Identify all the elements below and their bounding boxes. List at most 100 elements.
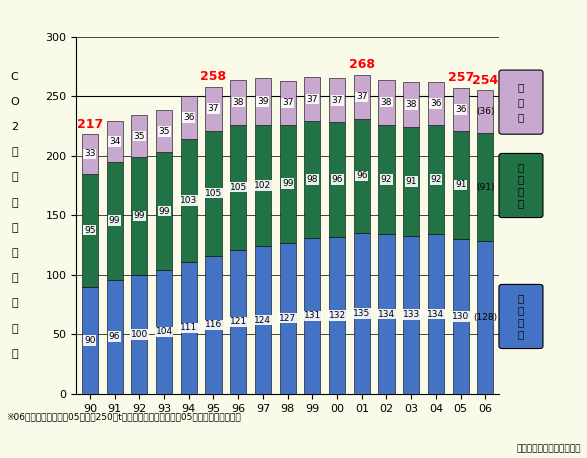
Text: 38: 38 <box>232 98 244 107</box>
Text: 102: 102 <box>254 181 271 190</box>
Bar <box>379 234 394 394</box>
Text: ）: ） <box>11 349 18 359</box>
Bar <box>329 78 345 122</box>
Text: 124: 124 <box>254 316 271 325</box>
Text: ト: ト <box>11 299 18 308</box>
Text: 268: 268 <box>349 58 375 71</box>
Text: 133: 133 <box>403 310 420 319</box>
Bar <box>131 275 147 394</box>
Text: 254: 254 <box>472 74 498 87</box>
Text: 100: 100 <box>131 330 148 339</box>
Text: 134: 134 <box>378 310 395 319</box>
Text: (128): (128) <box>473 313 497 322</box>
Text: 他: 他 <box>518 112 524 122</box>
Text: 37: 37 <box>208 104 219 113</box>
Bar <box>304 238 321 394</box>
Text: 131: 131 <box>303 311 321 321</box>
Bar <box>181 96 197 139</box>
Text: 132: 132 <box>329 311 346 320</box>
Text: C: C <box>11 72 19 82</box>
Bar <box>107 121 123 162</box>
Text: 111: 111 <box>180 323 197 333</box>
Text: 33: 33 <box>84 149 96 158</box>
Text: 出: 出 <box>11 173 18 182</box>
Text: 38: 38 <box>381 98 392 107</box>
Bar <box>477 241 494 394</box>
Bar <box>279 125 296 243</box>
Text: (36): (36) <box>476 107 495 116</box>
Bar <box>255 246 271 394</box>
Text: 121: 121 <box>230 317 247 327</box>
Bar <box>304 121 321 238</box>
Text: 排: 排 <box>11 147 18 157</box>
Bar <box>477 90 494 133</box>
Text: 99: 99 <box>282 179 294 188</box>
Text: 37: 37 <box>306 95 318 104</box>
Text: O: O <box>11 97 19 107</box>
Text: カ: カ <box>518 317 524 327</box>
Bar <box>107 162 123 279</box>
Text: 99: 99 <box>158 207 170 216</box>
Text: 95: 95 <box>84 226 96 234</box>
Text: 91: 91 <box>406 177 417 186</box>
Bar <box>403 235 419 394</box>
Bar <box>82 134 98 174</box>
Bar <box>255 125 271 246</box>
Text: 36: 36 <box>430 99 441 108</box>
Bar <box>82 174 98 287</box>
Bar <box>279 81 296 125</box>
Bar <box>205 131 221 256</box>
Text: 2: 2 <box>11 122 18 132</box>
Bar <box>354 233 370 394</box>
Text: ッ: ッ <box>518 186 524 196</box>
Bar <box>329 122 345 237</box>
Bar <box>156 110 172 152</box>
Text: 96: 96 <box>356 171 367 180</box>
Text: 90: 90 <box>84 336 96 345</box>
Bar <box>403 127 419 235</box>
Text: 96: 96 <box>109 332 120 341</box>
Bar <box>477 133 494 241</box>
Text: ク: ク <box>518 198 524 208</box>
Text: 105: 105 <box>230 183 247 192</box>
Text: 103: 103 <box>180 196 197 205</box>
Text: 91: 91 <box>455 180 467 190</box>
Text: 134: 134 <box>427 310 444 319</box>
Text: 104: 104 <box>156 327 173 337</box>
Text: 99: 99 <box>109 216 120 225</box>
Text: 217: 217 <box>77 118 103 131</box>
Bar <box>82 287 98 394</box>
Bar <box>428 82 444 125</box>
Text: 35: 35 <box>158 127 170 136</box>
Text: ※06年度：マイカーは05年度－250万t、トラック及びその他は05年度値と仮定した。: ※06年度：マイカーは05年度－250万t、トラック及びその他は05年度値と仮定… <box>6 412 241 421</box>
Text: 万: 万 <box>11 273 18 283</box>
Text: 36: 36 <box>455 105 467 114</box>
Bar <box>453 88 468 131</box>
Text: 92: 92 <box>430 175 441 184</box>
Bar <box>428 125 444 234</box>
Bar <box>181 139 197 262</box>
Text: 量: 量 <box>11 198 18 207</box>
Text: (91): (91) <box>476 183 495 192</box>
Bar <box>230 80 246 125</box>
Text: イ: イ <box>518 305 524 316</box>
Text: の: の <box>518 97 524 107</box>
Text: マ: マ <box>518 294 524 304</box>
Bar <box>156 152 172 270</box>
Text: そ: そ <box>518 82 524 92</box>
Text: 258: 258 <box>200 70 227 83</box>
Text: 37: 37 <box>331 96 343 105</box>
Bar <box>230 125 246 250</box>
Bar <box>453 239 468 394</box>
Text: ト: ト <box>518 163 524 173</box>
Bar <box>131 115 147 157</box>
Text: 116: 116 <box>205 320 222 329</box>
Bar <box>131 157 147 275</box>
Text: 96: 96 <box>331 175 343 184</box>
Bar <box>107 279 123 394</box>
Bar <box>205 256 221 394</box>
Bar <box>181 262 197 394</box>
Text: 135: 135 <box>353 309 370 318</box>
Bar <box>453 131 468 239</box>
Bar <box>379 125 394 234</box>
